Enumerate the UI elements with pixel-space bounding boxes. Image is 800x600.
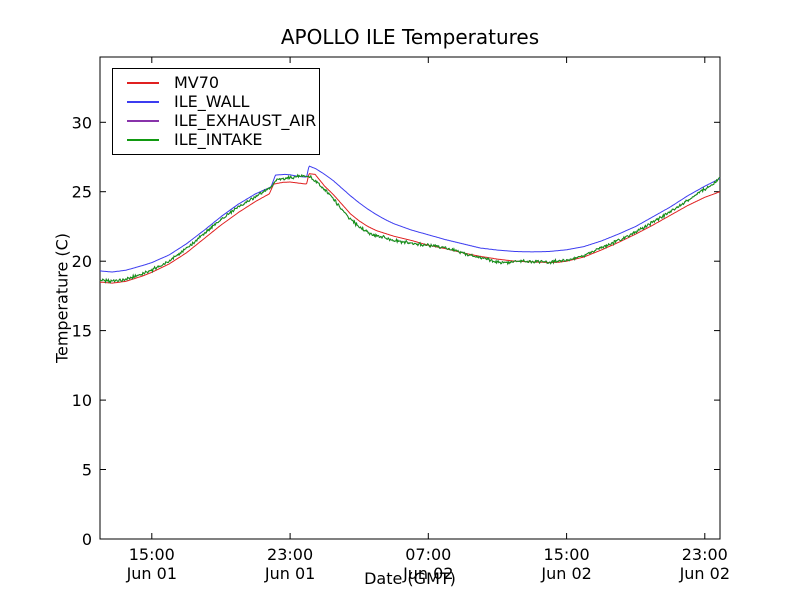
x-tick-label-date: Jun 01 [264, 564, 315, 583]
y-tick-label: 20 [72, 252, 92, 271]
x-tick-label-date: Jun 02 [540, 564, 591, 583]
y-tick-label: 25 [72, 183, 92, 202]
legend-entry: ILE_WALL [113, 93, 319, 110]
y-tick-label: 10 [72, 391, 92, 410]
legend-label: ILE_WALL [174, 92, 250, 111]
legend-label: MV70 [174, 73, 220, 92]
chart-title: APOLLO ILE Temperatures [280, 25, 540, 49]
y-axis-label: Temperature (C) [52, 232, 72, 364]
series-line-ILE_INTAKE [99, 173, 721, 284]
x-tick-label-time: 15:00 [129, 545, 175, 564]
legend-line-sample [127, 100, 159, 103]
axes-frame [99, 56, 721, 540]
legend-entry: ILE_INTAKE [113, 131, 319, 148]
x-tick-label-date: Jun 02 [402, 564, 453, 583]
x-axis-label: Date (GMT) [364, 569, 456, 588]
x-tick-label-date: Jun 01 [126, 564, 177, 583]
x-tick-label-time: 15:00 [544, 545, 590, 564]
legend-entry: MV70 [113, 74, 319, 91]
y-tick-label: 5 [82, 461, 92, 480]
legend-entry: ILE_EXHAUST_AIR [113, 112, 319, 129]
legend-line-sample [127, 138, 159, 141]
x-tick-label-time: 23:00 [267, 545, 313, 564]
series-line-MV70 [99, 173, 721, 284]
legend-label: ILE_EXHAUST_AIR [174, 111, 317, 130]
x-tick-label-time: 23:00 [682, 545, 728, 564]
x-tick-label-date: Jun 02 [679, 564, 730, 583]
series-line-ILE_WALL [99, 165, 721, 273]
legend-line-sample [127, 81, 159, 84]
legend-line-sample [127, 119, 159, 122]
y-tick-label: 30 [72, 113, 92, 132]
y-tick-label: 0 [82, 530, 92, 549]
x-tick-label-time: 07:00 [405, 545, 451, 564]
y-tick-label: 15 [72, 322, 92, 341]
series-line-ILE_EXHAUST_AIR [99, 173, 721, 284]
legend: MV70 ILE_WALL ILE_EXHAUST_AIR ILE_INTAKE [112, 68, 320, 155]
legend-label: ILE_INTAKE [174, 130, 263, 149]
